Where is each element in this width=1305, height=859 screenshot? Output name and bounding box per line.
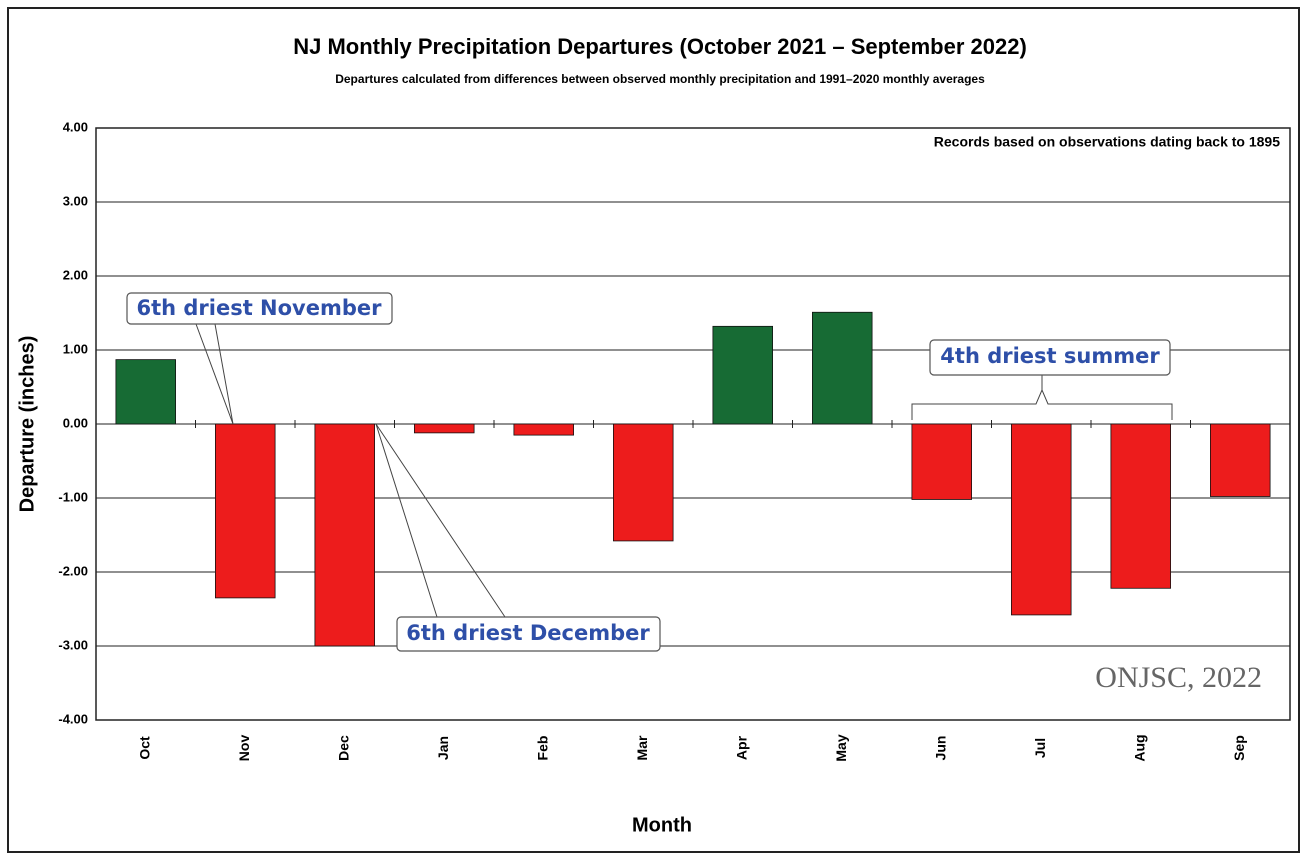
bar xyxy=(513,423,575,436)
bar xyxy=(1110,423,1172,589)
bar xyxy=(1011,423,1072,616)
bar xyxy=(314,423,375,647)
bar xyxy=(911,423,973,500)
x-tick-label: Jan xyxy=(435,736,451,760)
credit: ONJSC, 2022 xyxy=(1095,661,1262,694)
chart-title: NJ Monthly Precipitation Departures (Oct… xyxy=(293,34,1027,59)
y-tick-label: -3.00 xyxy=(58,637,88,652)
callout-box xyxy=(126,292,393,325)
y-tick-label: 0.00 xyxy=(63,415,88,430)
y-tick-label: 3.00 xyxy=(63,193,88,208)
callout-label: 6th driest December xyxy=(406,621,650,645)
bar xyxy=(812,311,873,425)
bar xyxy=(413,423,475,434)
annotations: Records based on observations dating bac… xyxy=(126,134,1286,716)
x-tick-label: Mar xyxy=(634,735,650,760)
x-tick-label: Sep xyxy=(1231,735,1247,761)
x-tick-label: Feb xyxy=(534,736,550,761)
y-tick-label: -1.00 xyxy=(58,489,88,504)
bars xyxy=(115,311,1271,647)
x-tick-label: Nov xyxy=(236,735,252,762)
callout-label: 4th driest summer xyxy=(940,344,1160,368)
callout xyxy=(375,423,506,618)
chart-subtitle: Departures calculated from differences b… xyxy=(335,72,985,86)
y-tick-label: -2.00 xyxy=(58,563,88,578)
y-tick-label: 4.00 xyxy=(63,119,88,134)
records-note: Records based on observations dating bac… xyxy=(934,134,1280,150)
x-tick-label: Jul xyxy=(1032,738,1048,758)
x-tick-label: May xyxy=(833,734,849,761)
x-tick-label: Dec xyxy=(335,735,351,761)
bracket xyxy=(911,375,1173,420)
y-tick-label: 1.00 xyxy=(63,341,88,356)
x-tick-label: Aug xyxy=(1131,734,1147,761)
bar xyxy=(115,359,177,425)
y-tick-label: -4.00 xyxy=(58,711,88,726)
bar xyxy=(214,423,276,599)
grid: -4.00 -3.00 -2.00 -1.00 0.00 1.00 2.00 3.00 4.00… xyxy=(58,119,1291,762)
x-tick-label: Jun xyxy=(932,736,948,761)
x-tick-label: Oct xyxy=(136,736,152,760)
bar xyxy=(1210,423,1271,497)
callout-label: 6th driest November xyxy=(136,296,382,320)
callout-box xyxy=(929,339,1171,376)
callout-box xyxy=(396,616,661,652)
callout xyxy=(195,323,234,425)
y-axis-title: Departure (inches) xyxy=(16,336,38,513)
bar xyxy=(613,423,674,542)
credit-bg xyxy=(1020,650,1286,716)
y-tick-label: 2.00 xyxy=(63,267,88,282)
x-tick-label: Apr xyxy=(733,735,749,760)
x-axis-title: Month xyxy=(632,814,692,836)
bar xyxy=(712,325,774,425)
